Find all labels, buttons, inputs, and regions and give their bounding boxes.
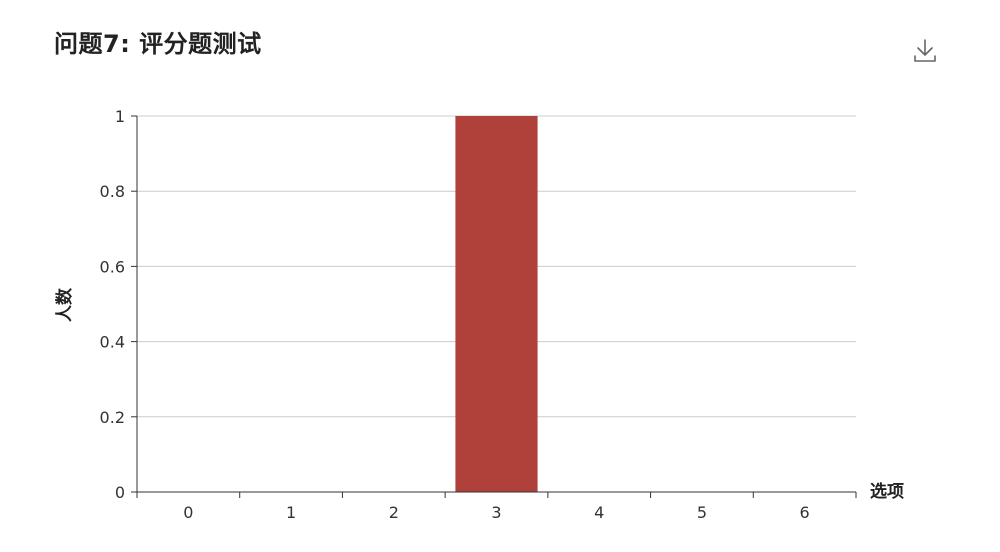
chart-title: 问题7: 评分题测试	[54, 30, 262, 58]
download-icon[interactable]	[912, 38, 938, 64]
y-tick-label: 0	[115, 483, 125, 502]
x-tick-label: 2	[389, 503, 399, 522]
y-tick-label: 0.6	[100, 257, 125, 276]
x-tick-label: 3	[491, 503, 501, 522]
y-tick-label: 1	[115, 107, 125, 126]
x-tick-label: 6	[800, 503, 810, 522]
x-axis-title: 选项	[870, 482, 904, 502]
y-tick-label: 0.2	[100, 408, 125, 427]
x-tick-label: 1	[286, 503, 296, 522]
y-tick-label: 0.8	[100, 182, 125, 201]
y-tick-label: 0.4	[100, 333, 125, 352]
x-tick-label: 0	[183, 503, 193, 522]
x-tick-label: 5	[697, 503, 707, 522]
bar-3[interactable]	[455, 116, 538, 492]
x-tick-label: 4	[594, 503, 604, 522]
y-axis-title: 人数	[54, 287, 75, 322]
